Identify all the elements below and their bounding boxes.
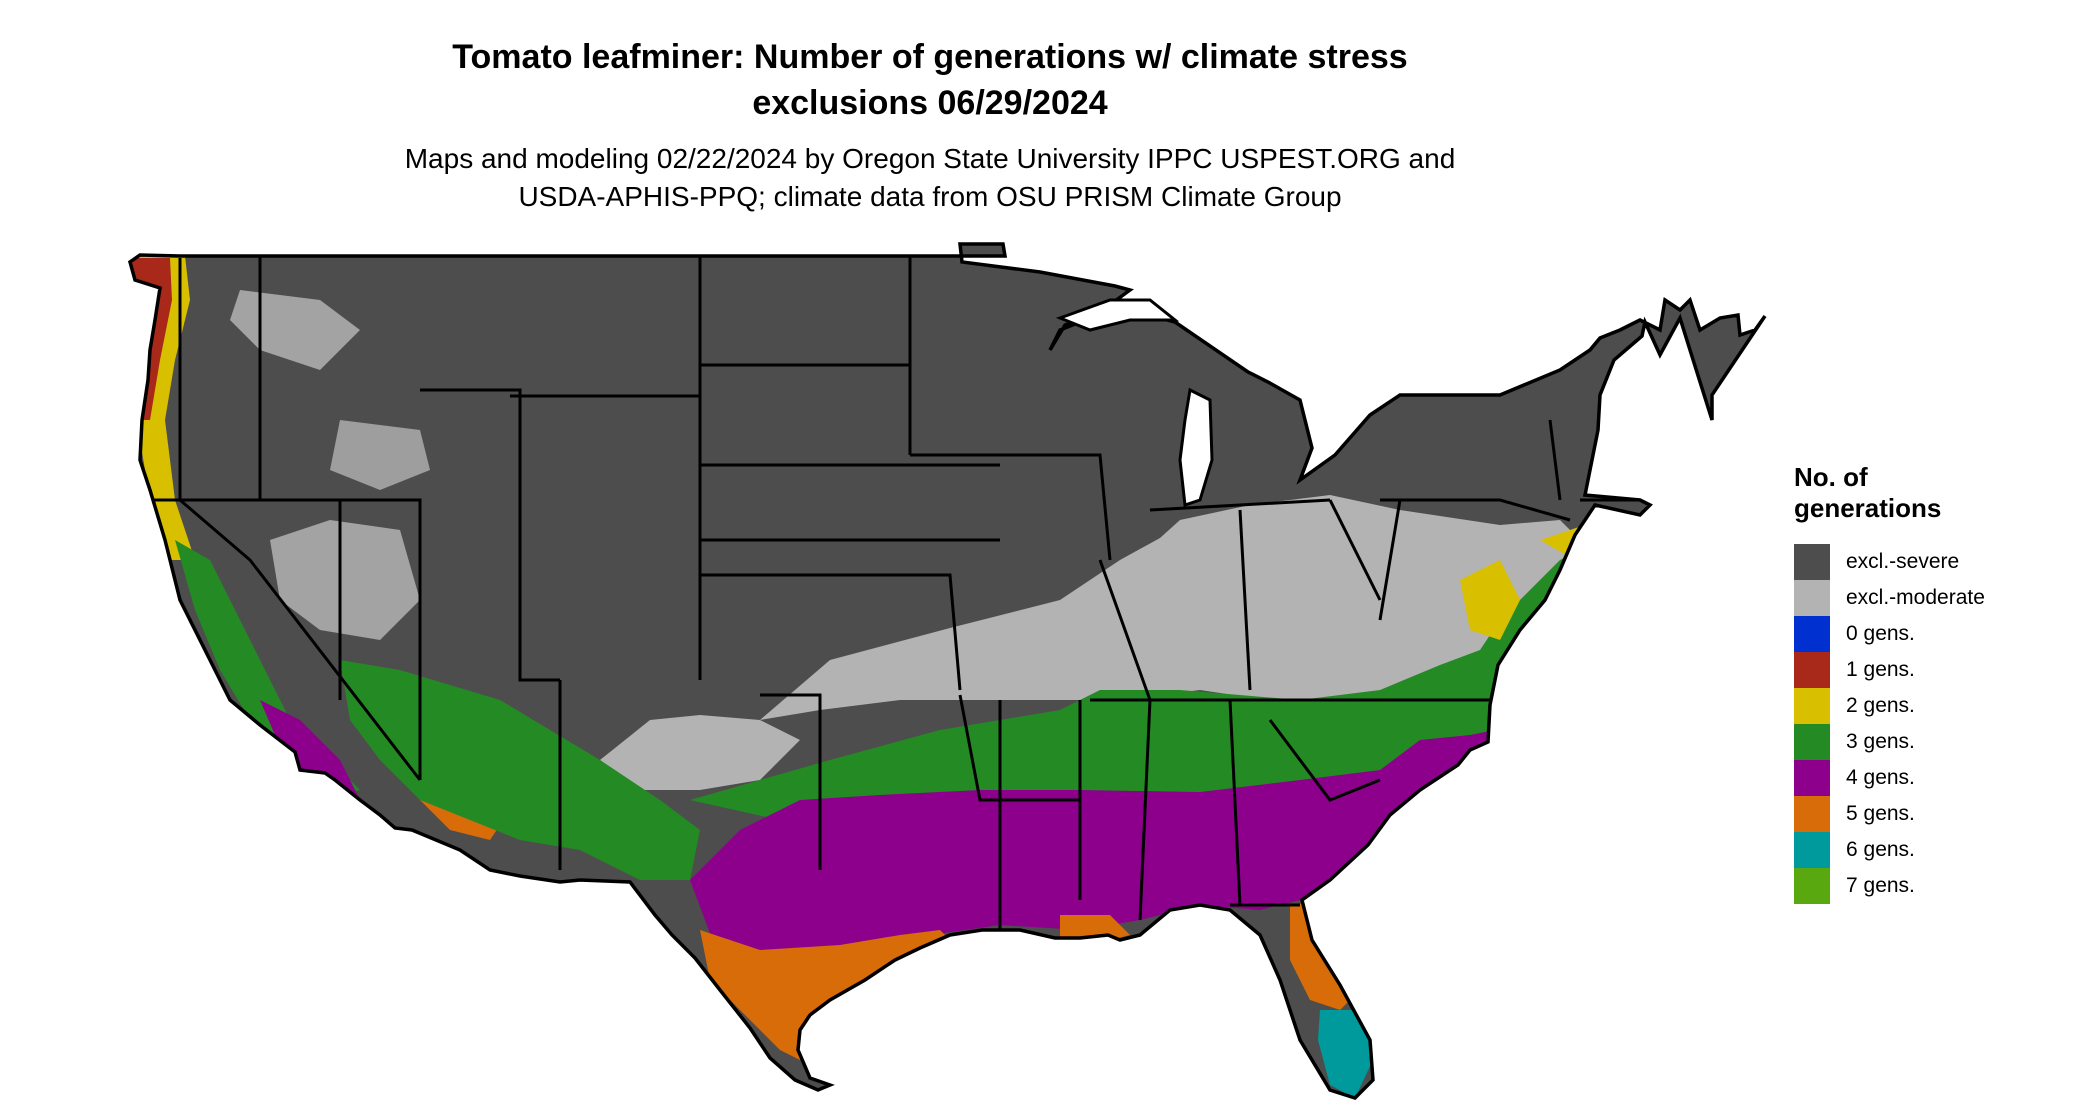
legend-swatch xyxy=(1794,616,1830,652)
map-title-line1: Tomato leafminer: Number of generations … xyxy=(452,38,1408,76)
legend-item: excl.-severe xyxy=(1794,544,2094,580)
legend-items: excl.-severe excl.-moderate 0 gens. 1 gens.… xyxy=(1794,544,2094,904)
legend-swatch xyxy=(1794,832,1830,868)
lake-michigan xyxy=(1178,387,1214,508)
map-subtitle-line1: Maps and modeling 02/22/2024 by Oregon S… xyxy=(404,143,1456,174)
legend-title-line1: No. of xyxy=(1794,462,1868,492)
legend-item: 0 gens. xyxy=(1794,616,2094,652)
region-2-gens-midatlantic xyxy=(1460,560,1520,640)
legend-label: 3 gens. xyxy=(1846,730,1915,753)
legend-label: 4 gens. xyxy=(1846,766,1915,789)
region-excl-moderate-idaho xyxy=(330,420,430,490)
border-plains-segments xyxy=(698,256,1080,870)
legend-label: 1 gens. xyxy=(1846,658,1915,681)
legend-item: 3 gens. xyxy=(1794,724,2094,760)
map-subtitle: Maps and modeling 02/22/2024 by Oregon S… xyxy=(0,140,1860,216)
legend-swatch xyxy=(1794,580,1830,616)
map-title-line2: exclusions 06/29/2024 xyxy=(752,84,1108,122)
region-6-gens-florida xyxy=(1318,1010,1373,1098)
region-excl-moderate-northwest xyxy=(230,290,360,370)
lake-superior xyxy=(1055,298,1180,332)
region-6-gens-texas xyxy=(820,1030,870,1085)
legend-label: 6 gens. xyxy=(1846,838,1915,861)
legend-item: 4 gens. xyxy=(1794,760,2094,796)
border-south-segments xyxy=(998,699,1381,930)
map-subtitle-line2: USDA-APHIS-PPQ; climate data from OSU PR… xyxy=(518,181,1342,212)
legend-label: 5 gens. xyxy=(1846,802,1915,825)
legend-item: 7 gens. xyxy=(1794,868,2094,904)
legend-label: 2 gens. xyxy=(1846,694,1915,717)
legend-item: 5 gens. xyxy=(1794,796,2094,832)
legend-swatch xyxy=(1794,724,1830,760)
legend-title-line2: generations xyxy=(1794,493,1942,523)
legend-swatch xyxy=(1794,652,1830,688)
legend-swatch xyxy=(1794,688,1830,724)
legend-swatch xyxy=(1794,760,1830,796)
legend-label: 7 gens. xyxy=(1846,874,1915,897)
legend-label: excl.-moderate xyxy=(1846,586,1985,609)
legend-item: 6 gens. xyxy=(1794,832,2094,868)
legend-item: 2 gens. xyxy=(1794,688,2094,724)
legend-item: 1 gens. xyxy=(1794,652,2094,688)
region-3-gens xyxy=(690,540,1620,820)
region-4-gens xyxy=(690,730,1495,980)
region-3-gens-southwest xyxy=(340,660,700,880)
legend-item: excl.-moderate xyxy=(1794,580,2094,616)
legend-swatch xyxy=(1794,868,1830,904)
region-4-gens-california xyxy=(260,700,360,800)
region-3-gens-california xyxy=(175,540,360,800)
legend-title: No. of generations xyxy=(1794,462,2094,524)
region-excl-moderate-southwest xyxy=(600,715,800,790)
map-title: Tomato leafminer: Number of generations … xyxy=(0,34,1860,126)
legend-swatch xyxy=(1794,544,1830,580)
legend: No. of generations excl.-severe excl.-mod… xyxy=(1794,462,2094,904)
region-excl-moderate xyxy=(760,495,1580,720)
legend-swatch xyxy=(1794,796,1830,832)
region-5-gens-texas xyxy=(700,930,960,1060)
legend-label: excl.-severe xyxy=(1846,550,1960,573)
border-midwest-segments xyxy=(910,453,1571,702)
legend-label: 0 gens. xyxy=(1846,622,1915,645)
generation-regions xyxy=(130,244,1765,1098)
region-excl-moderate-great-basin xyxy=(270,520,420,640)
